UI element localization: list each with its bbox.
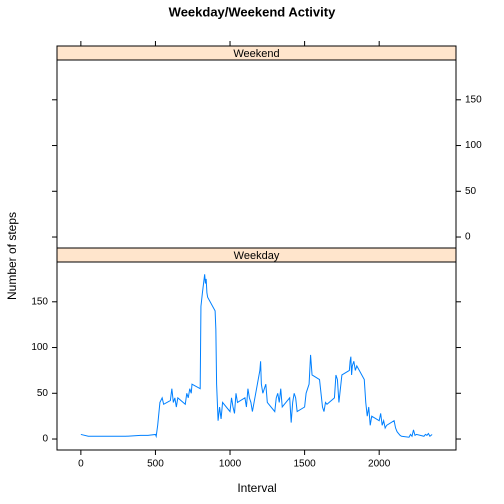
y-tick-label: 150: [465, 94, 482, 105]
y-tick-label: 100: [31, 342, 48, 353]
x-tick-label: 1000: [219, 459, 242, 470]
y-tick-label: 50: [37, 388, 49, 399]
line-series: [80, 274, 433, 439]
strip-label: Weekend: [233, 48, 279, 60]
x-tick-label: 2000: [368, 459, 391, 470]
chart-title: Weekday/Weekend Activity: [169, 4, 336, 19]
y-tick-label: 100: [465, 140, 482, 151]
y-axis-label: Number of steps: [5, 212, 19, 300]
x-tick-label: 500: [147, 459, 164, 470]
y-tick-label: 150: [31, 296, 48, 307]
x-axis-label: Interval: [237, 481, 276, 495]
y-tick-label: 50: [465, 186, 477, 197]
y-tick-label: 0: [465, 232, 471, 243]
panel-frame: [56, 261, 457, 451]
y-tick-label: 0: [42, 434, 48, 445]
panel-frame: [56, 59, 457, 249]
strip-label: Weekday: [234, 250, 280, 262]
x-tick-label: 1500: [293, 459, 316, 470]
x-tick-label: 0: [78, 459, 84, 470]
